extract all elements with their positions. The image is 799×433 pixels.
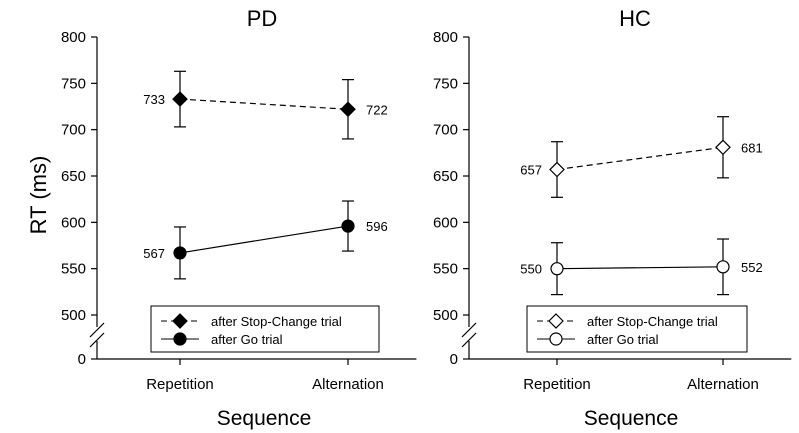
- legend-label-after-stop-change-trial: after Stop-Change trial: [211, 314, 342, 329]
- series-line-after-stop-change-trial: [179, 98, 349, 110]
- legend-box: [150, 305, 380, 353]
- y-tick-label: 750: [61, 75, 86, 92]
- y-tick-label: 800: [433, 29, 458, 46]
- y-tick-label: 700: [433, 122, 458, 139]
- y-tick-label: 0: [450, 351, 458, 368]
- series-line-after-go-trial: [179, 225, 349, 254]
- data-point-after-stop-change-trial: [715, 139, 731, 156]
- data-point-after-go-trial: [173, 246, 187, 260]
- x-tick-label-repetition: Repetition: [146, 376, 214, 393]
- data-point-after-go-trial: [341, 219, 355, 233]
- axis-break-mark: [89, 332, 105, 348]
- data-label: 657: [520, 163, 542, 178]
- y-tick-label: 500: [433, 307, 458, 324]
- data-label: 733: [143, 92, 165, 107]
- y-tick-label: 650: [433, 168, 458, 185]
- legend: after Stop-Change trial after Go trial: [150, 305, 380, 353]
- series-line-after-stop-change-trial: [556, 146, 724, 171]
- series-line-after-go-trial: [556, 266, 724, 270]
- x-tick-label-repetition: Repetition: [523, 376, 591, 393]
- data-label: 596: [366, 219, 388, 234]
- axis-break-mark: [461, 322, 477, 338]
- x-tick-label-alternation: Alternation: [687, 376, 759, 393]
- x-axis-label: Sequence: [217, 407, 312, 430]
- data-label: 567: [143, 246, 165, 261]
- legend-marker: [173, 332, 187, 346]
- data-point-after-go-trial: [550, 262, 564, 276]
- y-tick-label: 800: [61, 29, 86, 46]
- data-label: 681: [741, 140, 763, 155]
- legend-label-after-stop-change-trial: after Stop-Change trial: [587, 314, 718, 329]
- y-tick-label: 600: [433, 214, 458, 231]
- y-tick-label: 600: [61, 214, 86, 231]
- legend-label-after-go-trial: after Go trial: [587, 332, 659, 347]
- data-label: 550: [520, 262, 542, 277]
- axis-break-mark: [461, 332, 477, 348]
- panel-title: PD: [247, 6, 278, 31]
- legend-box: [526, 305, 748, 353]
- panel-pd: PD 0 500 550 600 650 700 750 800 Repetition Altern…: [61, 6, 417, 430]
- x-tick-label-alternation: Alternation: [312, 376, 384, 393]
- y-tick-label: 0: [78, 351, 86, 368]
- data-point-after-stop-change-trial: [549, 161, 565, 178]
- legend: after Stop-Change trial after Go trial: [526, 305, 748, 353]
- legend-marker: [172, 313, 188, 329]
- legend-marker: [548, 313, 564, 329]
- x-axis-label: Sequence: [584, 407, 679, 430]
- data-point-after-stop-change-trial: [340, 101, 356, 118]
- y-tick-label: 500: [61, 307, 86, 324]
- y-tick-label: 750: [433, 75, 458, 92]
- panel-hc: HC 0 500 550 600 650 700 750 800 Repetition Altern…: [433, 6, 792, 430]
- y-tick-label: 550: [433, 261, 458, 278]
- axis-break-mark: [89, 322, 105, 338]
- panel-title: HC: [619, 6, 651, 31]
- data-label: 722: [366, 102, 388, 117]
- y-tick-label: 550: [61, 261, 86, 278]
- data-point-after-go-trial: [716, 260, 730, 274]
- legend-marker: [549, 332, 563, 346]
- data-point-after-stop-change-trial: [172, 91, 188, 107]
- y-tick-label: 700: [61, 122, 86, 139]
- data-label: 552: [741, 260, 763, 275]
- y-axis-label: RT (ms): [26, 156, 51, 235]
- y-tick-label: 650: [61, 168, 86, 185]
- legend-label-after-go-trial: after Go trial: [211, 332, 283, 347]
